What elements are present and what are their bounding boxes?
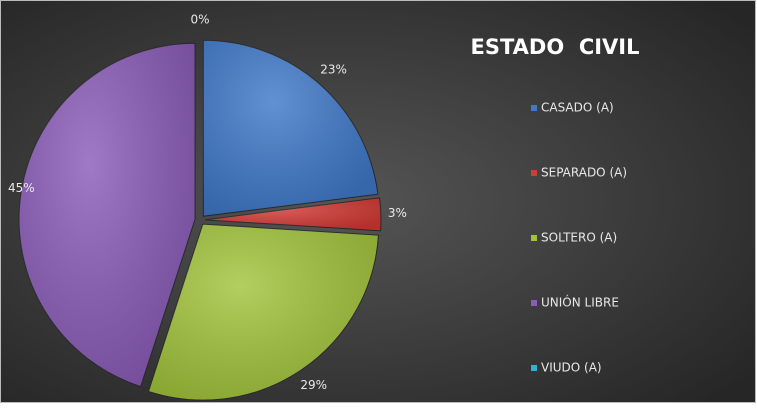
data-label: 23%: [320, 62, 347, 76]
legend-swatch: [531, 365, 537, 371]
legend-label: VIUDO (A): [541, 361, 602, 375]
data-label: 29%: [300, 378, 327, 392]
data-label: 45%: [8, 181, 35, 195]
data-label: 3%: [388, 206, 407, 220]
legend-label: UNIÓN LIBRE: [541, 295, 619, 310]
legend-swatch: [531, 105, 537, 111]
legend-label: CASADO (A): [541, 101, 614, 115]
data-label: 0%: [190, 13, 209, 27]
legend-swatch: [531, 170, 537, 176]
legend-label: SOLTERO (A): [541, 231, 617, 245]
legend-swatch: [531, 235, 537, 241]
legend-swatch: [531, 300, 537, 306]
legend-label: SEPARADO (A): [541, 166, 627, 180]
chart-title: ESTADO CIVIL: [471, 35, 640, 59]
